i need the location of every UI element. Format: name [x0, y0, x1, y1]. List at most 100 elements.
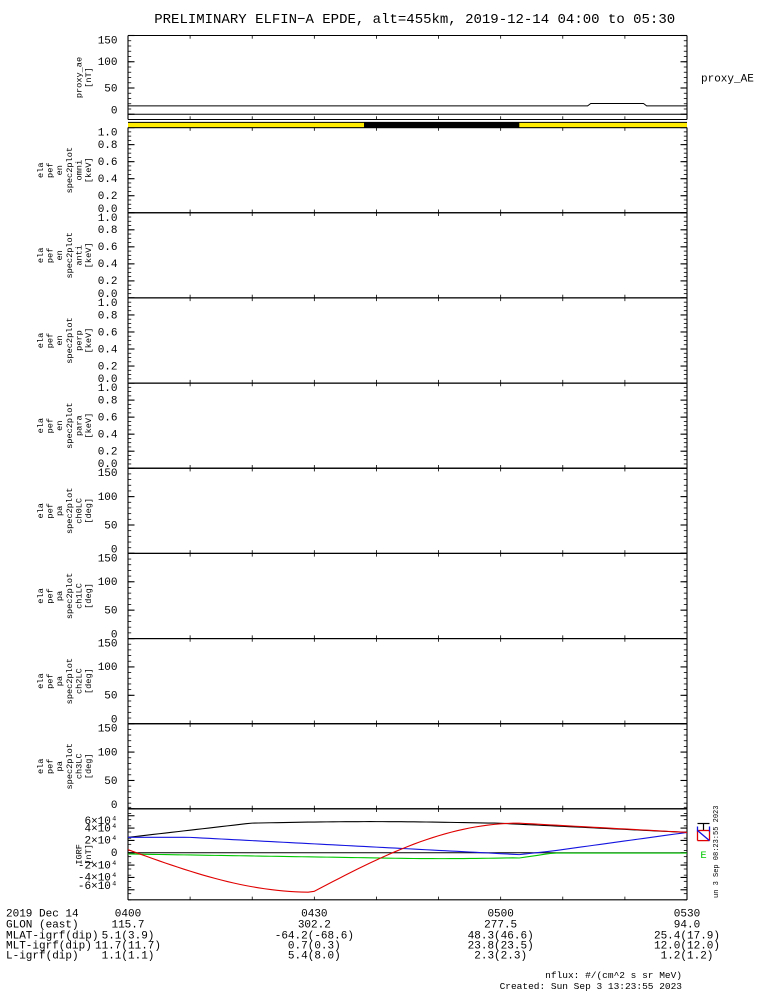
svg-text:pef: pef — [46, 588, 56, 603]
svg-text:150: 150 — [98, 553, 118, 565]
svg-text:pa: pa — [55, 591, 65, 601]
svg-text:100: 100 — [98, 747, 118, 759]
svg-text:pef: pef — [46, 333, 56, 348]
svg-text:0.6: 0.6 — [98, 157, 118, 169]
svg-text:0: 0 — [111, 848, 118, 860]
svg-text:0.6: 0.6 — [98, 327, 118, 339]
svg-text:ela: ela — [36, 759, 46, 774]
svg-text:0.2: 0.2 — [98, 191, 118, 203]
svg-text:1.0: 1.0 — [98, 213, 118, 225]
svg-text:pef: pef — [46, 759, 56, 774]
svg-text:spec2plot: spec2plot — [65, 658, 75, 704]
svg-text:[keV]: [keV] — [84, 242, 94, 268]
svg-text:0.8: 0.8 — [98, 310, 118, 322]
svg-text:E: E — [700, 850, 706, 862]
svg-text:50: 50 — [104, 691, 117, 703]
svg-text:0.4: 0.4 — [98, 344, 118, 356]
svg-text:Created: Sun Sep 3 13:23:55 2: Created: Sun Sep 3 13:23:55 2023 — [500, 981, 683, 992]
svg-text:ela: ela — [36, 673, 46, 688]
svg-text:pef: pef — [46, 503, 56, 518]
svg-text:1.2(1.2): 1.2(1.2) — [661, 951, 714, 963]
svg-text:150: 150 — [98, 639, 118, 651]
svg-text:0.8: 0.8 — [98, 225, 118, 237]
svg-text:pef: pef — [46, 418, 56, 433]
svg-text:0.6: 0.6 — [98, 412, 118, 424]
svg-text:[deg]: [deg] — [84, 498, 94, 524]
svg-text:150: 150 — [98, 468, 118, 480]
svg-text:ch3LC: ch3LC — [74, 753, 84, 779]
svg-text:0.6: 0.6 — [98, 242, 118, 254]
svg-text:50: 50 — [104, 605, 117, 617]
svg-text:0.8: 0.8 — [98, 140, 118, 152]
svg-text:proxy_ae: proxy_ae — [74, 57, 84, 98]
svg-text:[deg]: [deg] — [84, 583, 94, 609]
svg-text:IGRF: IGRF — [74, 844, 84, 865]
svg-text:100: 100 — [98, 577, 118, 589]
svg-text:pef: pef — [46, 162, 56, 177]
svg-text:100: 100 — [98, 57, 118, 69]
svg-text:pef: pef — [46, 673, 56, 688]
svg-text:0.4: 0.4 — [98, 429, 118, 441]
svg-text:[keV]: [keV] — [84, 157, 94, 183]
svg-text:en: en — [55, 335, 65, 345]
svg-text:pa: pa — [55, 761, 65, 771]
svg-text:150: 150 — [98, 36, 118, 48]
svg-text:-6×10⁴: -6×10⁴ — [78, 881, 118, 893]
svg-text:ela: ela — [36, 333, 46, 348]
svg-text:spec2plot: spec2plot — [65, 232, 75, 278]
svg-text:spec2plot: spec2plot — [65, 488, 75, 534]
svg-text:50: 50 — [104, 83, 117, 95]
svg-text:0.2: 0.2 — [98, 276, 118, 288]
svg-text:0.2: 0.2 — [98, 361, 118, 373]
svg-text:ch2LC: ch2LC — [74, 668, 84, 694]
svg-text:spec2plot: spec2plot — [65, 573, 75, 619]
svg-text:[nT]: [nT] — [84, 844, 94, 865]
svg-text:100: 100 — [98, 662, 118, 674]
svg-text:1.0: 1.0 — [98, 298, 118, 310]
svg-text:1.0: 1.0 — [98, 383, 118, 395]
svg-text:en: en — [55, 250, 65, 260]
svg-text:en: en — [55, 420, 65, 430]
svg-text:[nT]: [nT] — [84, 67, 94, 88]
svg-text:omni: omni — [74, 160, 84, 181]
svg-text:100: 100 — [98, 492, 118, 504]
svg-text:0.4: 0.4 — [98, 174, 118, 186]
svg-text:pa: pa — [55, 506, 65, 516]
svg-text:[deg]: [deg] — [84, 753, 94, 779]
svg-text:perp: perp — [74, 330, 84, 351]
svg-text:1.0: 1.0 — [98, 128, 118, 140]
svg-text:ela: ela — [36, 503, 46, 518]
svg-text:4×10⁴: 4×10⁴ — [84, 823, 117, 835]
svg-text:proxy_AE: proxy_AE — [701, 74, 754, 86]
svg-text:[deg]: [deg] — [84, 668, 94, 694]
svg-text:ch1LC: ch1LC — [74, 583, 84, 609]
svg-text:2.3(2.3): 2.3(2.3) — [474, 951, 527, 963]
svg-text:ela: ela — [36, 418, 46, 433]
svg-text:50: 50 — [104, 776, 117, 788]
svg-text:spec2plot: spec2plot — [65, 147, 75, 193]
svg-text:ela: ela — [36, 588, 46, 603]
svg-text:[keV]: [keV] — [84, 328, 94, 354]
svg-text:ela: ela — [36, 248, 46, 263]
svg-text:en: en — [55, 165, 65, 175]
svg-text:0.2: 0.2 — [98, 447, 118, 459]
svg-text:[keV]: [keV] — [84, 413, 94, 439]
svg-text:50: 50 — [104, 520, 117, 532]
svg-text:0: 0 — [111, 105, 118, 117]
svg-text:spec2plot: spec2plot — [65, 743, 75, 789]
svg-text:ch0LC: ch0LC — [74, 498, 84, 524]
svg-text:1.1(1.1): 1.1(1.1) — [102, 951, 155, 963]
svg-text:para: para — [74, 415, 84, 436]
svg-text:un 3 Sep 08:23:55 2023: un 3 Sep 08:23:55 2023 — [713, 806, 721, 898]
svg-text:nflux: #/(cm^2 s sr MeV): nflux: #/(cm^2 s sr MeV) — [545, 970, 682, 981]
svg-text:PRELIMINARY ELFIN−A EPDE, alt=: PRELIMINARY ELFIN−A EPDE, alt=455km, 201… — [154, 12, 675, 28]
svg-text:ela: ela — [36, 162, 46, 177]
svg-text:spec2plot: spec2plot — [65, 317, 75, 363]
svg-text:pa: pa — [55, 676, 65, 686]
svg-text:5.4(8.0): 5.4(8.0) — [288, 951, 341, 963]
svg-text:pef: pef — [46, 248, 56, 263]
svg-text:0.8: 0.8 — [98, 395, 118, 407]
svg-text:anti: anti — [74, 245, 84, 266]
svg-text:L-igrf(dip): L-igrf(dip) — [6, 951, 79, 963]
svg-text:0.4: 0.4 — [98, 259, 118, 271]
